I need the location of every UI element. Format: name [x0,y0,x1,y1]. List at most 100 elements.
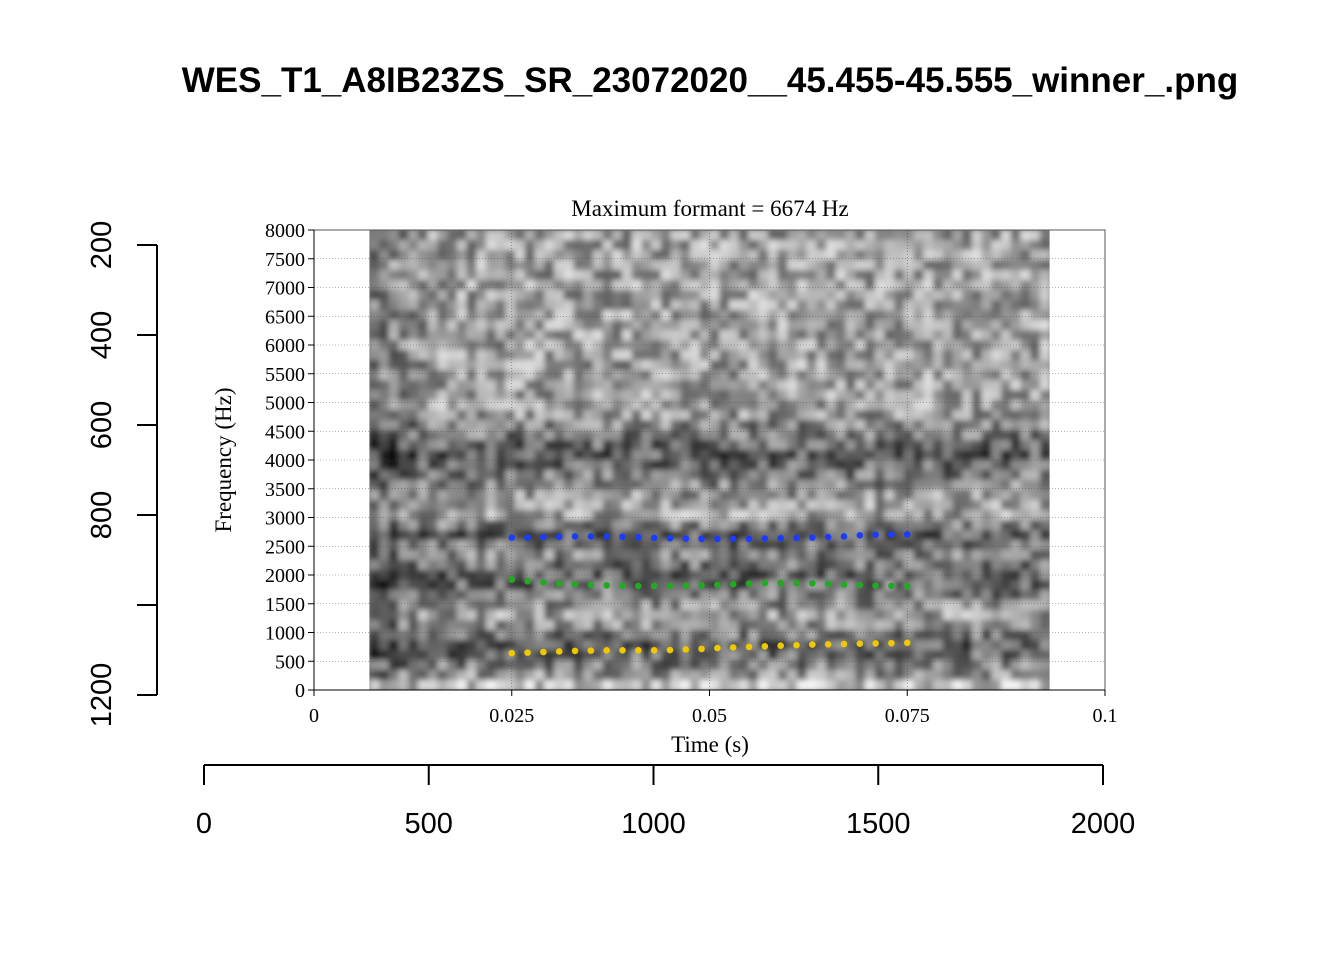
spectrogram-cell [796,680,808,690]
spectrogram-cell [651,230,662,241]
spectrogram-cell [709,670,721,681]
spectrogram-cell [554,420,565,431]
spectrogram-cell [884,360,896,371]
spectrogram-cell [816,680,828,690]
spectrogram-cell [563,290,575,301]
spectrogram-cell [466,460,478,471]
spectrogram-cell [835,410,847,421]
spectrogram-cell [515,350,526,361]
spectrogram-cell [583,330,594,341]
spectrogram-cell [758,240,769,251]
spectrogram-cell [962,570,973,581]
spectrogram-cell [660,390,672,401]
spectrogram-cell [544,600,556,611]
spectrogram-cell [554,540,565,551]
spectrogram-cell [719,590,730,601]
spectrogram-cell [437,490,449,501]
spectrogram-cell [874,580,886,591]
spectrogram-cell [476,300,487,311]
spectrogram-cell [670,240,682,251]
spectrogram-cell [777,530,789,541]
spectrogram-cell [476,630,487,641]
spectrogram-cell [991,660,1003,671]
spectrogram-cell [719,570,730,581]
spectrogram-cell [631,610,643,621]
spectrogram-cell [903,330,915,341]
spectrogram-cell [379,500,390,511]
spectrogram-cell [524,680,536,690]
spectrogram-cell [933,360,944,371]
spectrogram-cell [933,530,944,541]
spectrogram-cell [631,480,643,491]
spectrogram-cell [1039,260,1050,271]
spectrogram-cell [864,320,876,331]
spectrogram-cell [369,530,381,541]
spectrogram-cell [796,530,808,541]
spectrogram-cell [554,560,565,571]
spectrogram-cell [408,450,419,461]
spectrogram-cell [583,230,594,241]
spectrogram-cell [583,380,594,391]
spectrogram-cell [505,620,517,631]
spectrogram-cell [874,430,886,441]
spectrogram-cell [437,390,449,401]
spectrogram-cell [622,280,633,291]
spectrogram-cell [826,330,837,341]
spectrogram-cell [835,670,847,681]
spectrogram-cell [524,230,536,241]
spectrogram-cell [505,360,517,371]
spectrogram-cell [476,380,487,391]
spectrogram-cell [476,450,487,461]
spectrogram-cell [398,650,410,661]
spectrogram-cell [1020,250,1032,261]
spectrogram-cell [466,610,478,621]
spectrogram-cell [933,590,944,601]
spectrogram-cell [787,640,798,651]
spectrogram-cell [874,460,886,471]
spectrogram-cell [758,420,769,431]
spectrogram-cell [942,400,954,411]
spectrogram-cell [709,550,721,561]
spectrogram-cell [524,450,536,461]
spectrogram-cell [981,590,993,601]
spectrogram-cell [447,350,458,361]
spectrogram-cell [806,620,818,631]
spectrogram-cell [456,680,468,690]
formant-point [872,531,879,539]
spectrogram-cell [641,390,653,401]
spectrogram-cell [816,670,828,681]
spectrogram-cell [728,660,740,671]
spectrogram-cell [485,530,497,541]
spectrogram-cell [485,560,497,571]
spectrogram-cell [933,560,944,571]
spectrogram-cell [777,450,789,461]
spectrogram-cell [787,460,798,471]
spectrogram-cell [971,310,983,321]
spectrogram-cell [651,490,662,501]
spectrogram-cell [534,350,546,361]
spectrogram-cell [806,390,818,401]
spectrogram-cell [884,610,896,621]
spectrogram-cell [884,670,896,681]
spectrogram-cell [379,580,390,591]
spectrogram-cell [369,590,381,601]
spectrogram-cell [680,500,692,511]
spectrogram-cell [1039,540,1050,551]
spectrogram-cell [826,460,837,471]
spectrogram-cell [962,520,973,531]
spectrogram-cell [388,290,400,301]
spectrogram-cell [777,340,789,351]
spectrogram-cell [447,340,458,351]
spectrogram-cell [942,520,954,531]
spectrogram-cell [602,500,614,511]
spectrogram-cell [680,520,692,531]
spectrogram-cell [777,230,789,241]
formant-point [809,580,816,587]
y-tick-label: 2000 [265,565,305,587]
spectrogram-cell [379,640,390,651]
spectrogram-cell [427,550,439,561]
spectrogram-cell [592,680,604,690]
spectrogram-cell [981,620,993,631]
spectrogram-cell [748,340,760,351]
spectrogram-cell [583,660,594,671]
